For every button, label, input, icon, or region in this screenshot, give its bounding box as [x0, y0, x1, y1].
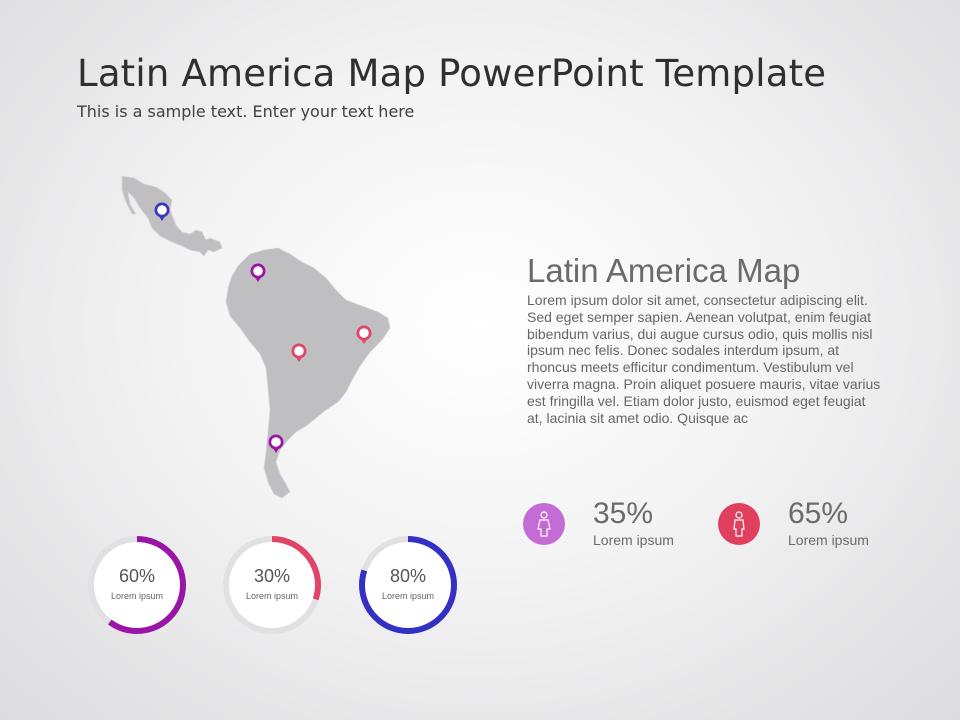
- donut-progress-arc: [359, 536, 457, 634]
- donut-chart-30: 30% Lorem ipsum: [220, 533, 324, 637]
- map-land: [121, 175, 391, 499]
- map-pin-brazil-east: [356, 325, 372, 344]
- section-heading: Latin America Map: [527, 252, 801, 289]
- map-pin-bolivia: [291, 343, 307, 362]
- donut-label: Lorem ipsum: [381, 591, 435, 601]
- section-body-text: Lorem ipsum dolor sit amet, consectetur …: [527, 292, 881, 426]
- map-pin-mexico: [154, 202, 170, 221]
- donut-center: [229, 542, 315, 628]
- map-pin-venezuela: [250, 263, 266, 282]
- donut-value: 30%: [253, 566, 291, 586]
- donut-progress-arc: [223, 536, 321, 634]
- slide-subtitle: This is a sample text. Enter your text h…: [77, 102, 415, 121]
- donut-value: 60%: [118, 566, 156, 586]
- male-person-icon: [718, 503, 760, 545]
- south-america-shape: [225, 247, 391, 499]
- slide-title: Latin America Map PowerPoint Template: [77, 52, 827, 95]
- donut-label: Lorem ipsum: [245, 591, 299, 601]
- donut-label: Lorem ipsum: [110, 591, 164, 601]
- donut-progress-arc: [88, 536, 186, 634]
- donut-center: [94, 542, 180, 628]
- donut-value: 80%: [389, 566, 427, 586]
- mexico-central-america-shape: [121, 175, 223, 257]
- donut-chart-80: 80% Lorem ipsum: [356, 533, 460, 637]
- stat-value: 65%: [788, 497, 849, 530]
- stat-label: Lorem ipsum: [593, 532, 674, 548]
- stat-value: 35%: [593, 497, 654, 530]
- donut-chart-60: 60% Lorem ipsum: [85, 533, 189, 637]
- donut-center: [365, 542, 451, 628]
- latin-america-map: [110, 170, 410, 520]
- stat-label: Lorem ipsum: [788, 532, 869, 548]
- female-person-icon: [523, 503, 565, 545]
- map-pin-argentina: [268, 434, 284, 453]
